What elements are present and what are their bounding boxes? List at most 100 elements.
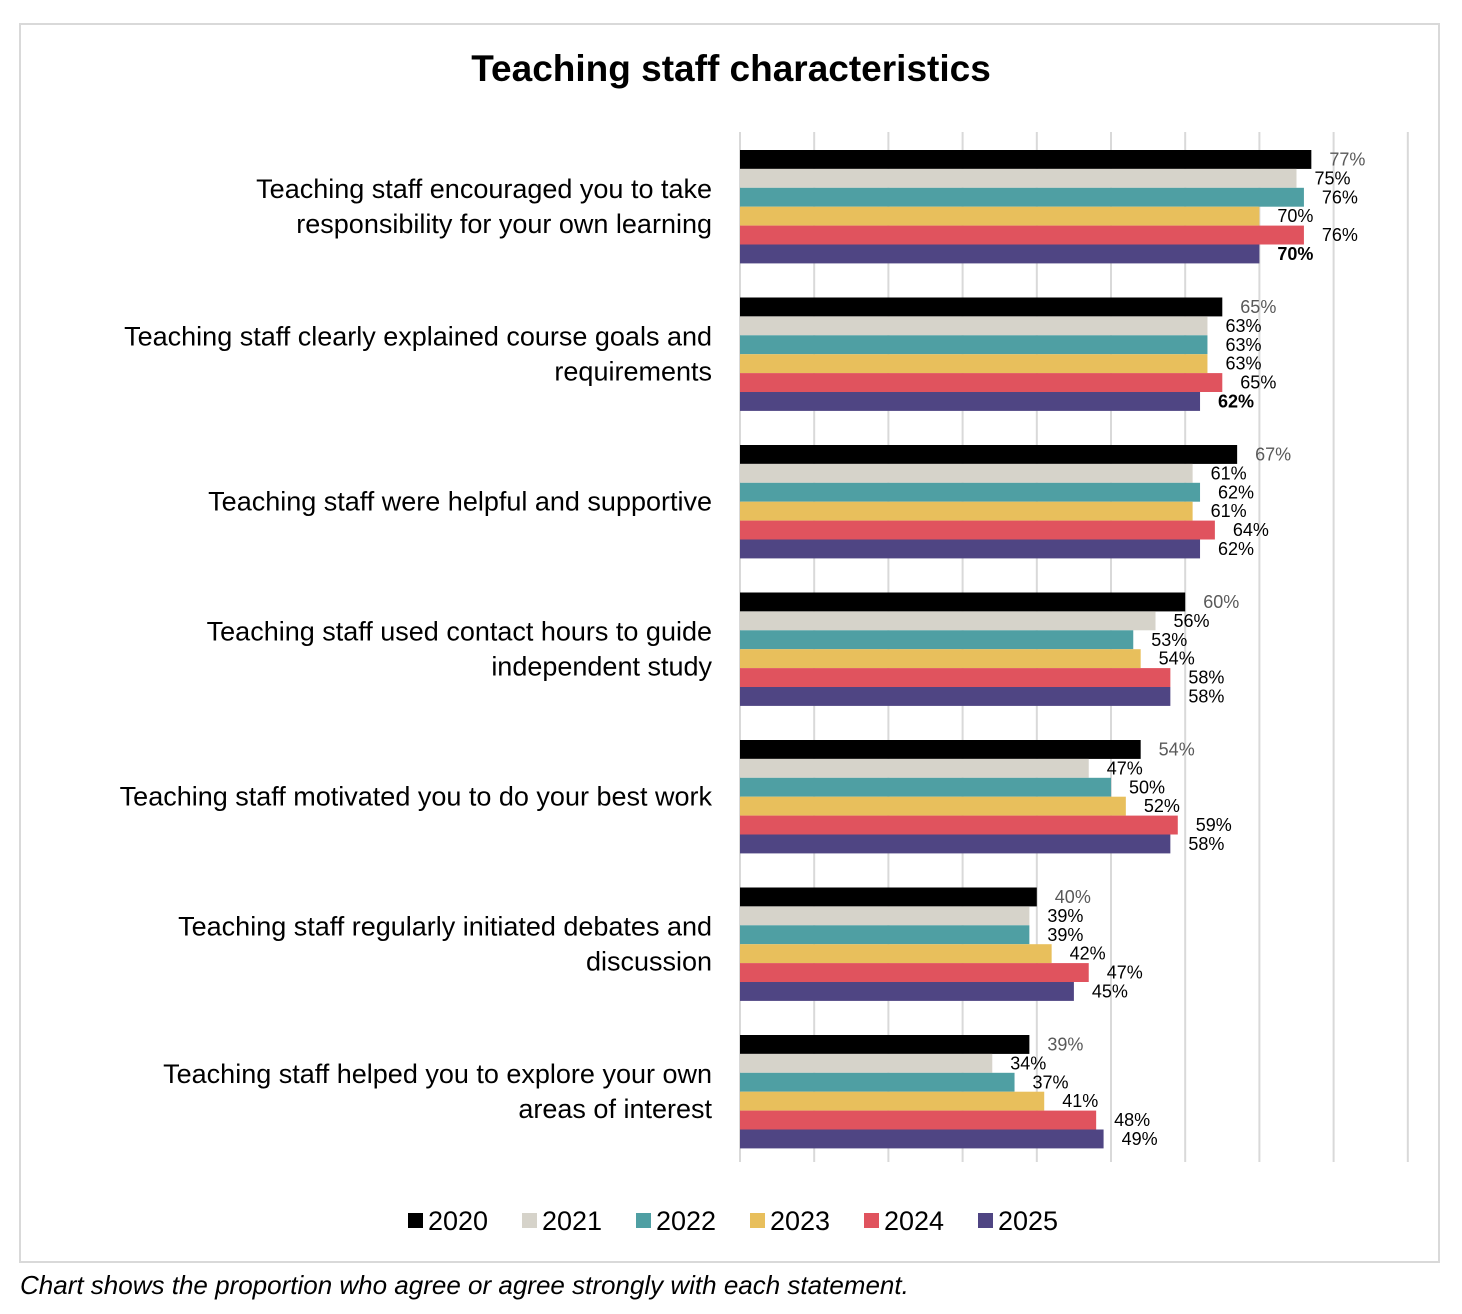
data-label: 70%: [1277, 206, 1313, 226]
bar-2023-6: [740, 944, 1052, 964]
bar-2023-7: [740, 1091, 1045, 1111]
data-label: 65%: [1240, 373, 1276, 393]
category-label: Teaching staff regularly initiated debat…: [178, 912, 712, 942]
data-label: 63%: [1225, 316, 1261, 336]
bar-2023-3: [740, 501, 1193, 521]
legend-label-2020: 2020: [428, 1206, 488, 1236]
bar-2021-2: [740, 316, 1208, 336]
bar-2025-7: [740, 1129, 1104, 1149]
legend: 2020 2021 2022 2023 2024 2025: [408, 1206, 1058, 1236]
legend-swatch-2023: [750, 1213, 765, 1228]
legend-swatch-2020: [408, 1213, 423, 1228]
data-labels: 77%75%76%70%76%70%65%63%63%63%65%62%67%6…: [1010, 149, 1365, 1148]
category-label: discussion: [586, 947, 712, 977]
data-label: 63%: [1225, 335, 1261, 355]
bar-2025-4: [740, 687, 1171, 706]
bar-2020-2: [740, 297, 1223, 317]
data-label: 76%: [1322, 225, 1358, 245]
bar-2022-2: [740, 335, 1208, 355]
bar-2023-1: [740, 206, 1260, 226]
bar-2020-1: [740, 150, 1312, 169]
data-label: 56%: [1174, 611, 1210, 631]
bar-2020-4: [740, 592, 1186, 612]
category-label: requirements: [554, 357, 712, 387]
bar-2020-3: [740, 445, 1238, 464]
bar-2024-2: [740, 373, 1223, 392]
category-label: Teaching staff used contact hours to gui…: [207, 617, 712, 647]
bar-2020-5: [740, 740, 1141, 759]
bar-2023-4: [740, 649, 1141, 669]
bars: [740, 150, 1312, 1149]
bar-2023-2: [740, 354, 1208, 374]
data-label: 47%: [1107, 963, 1143, 983]
legend-swatch-2025: [978, 1213, 993, 1228]
data-label: 75%: [1315, 168, 1351, 188]
data-label: 70%: [1277, 244, 1313, 264]
bar-2024-1: [740, 225, 1304, 245]
bar-2025-3: [740, 539, 1201, 559]
legend-label-2024: 2024: [884, 1206, 944, 1236]
chart-frame: [19, 23, 1440, 1263]
data-label: 39%: [1047, 906, 1083, 926]
data-label: 54%: [1159, 739, 1195, 759]
data-label: 58%: [1188, 686, 1224, 706]
footnote: Chart shows the proportion who agree or …: [20, 1270, 909, 1300]
bar-2024-4: [740, 668, 1171, 687]
data-label: 62%: [1218, 391, 1254, 411]
data-label: 67%: [1255, 444, 1291, 464]
bar-2020-6: [740, 887, 1037, 907]
bar-2021-6: [740, 906, 1030, 926]
bar-2021-3: [740, 463, 1193, 483]
legend-swatch-2021: [522, 1213, 537, 1228]
data-label: 58%: [1188, 668, 1224, 688]
data-label: 45%: [1092, 981, 1128, 1001]
data-label: 61%: [1211, 501, 1247, 521]
bar-2022-3: [740, 482, 1201, 502]
bar-2024-3: [740, 520, 1215, 540]
bar-2021-7: [740, 1053, 993, 1073]
data-label: 62%: [1218, 482, 1254, 502]
data-label: 34%: [1010, 1053, 1046, 1073]
data-label: 58%: [1188, 834, 1224, 854]
data-label: 62%: [1218, 539, 1254, 559]
data-label: 64%: [1233, 520, 1269, 540]
legend-label-2022: 2022: [656, 1206, 716, 1236]
legend-swatch-2024: [864, 1213, 879, 1228]
bar-2021-1: [740, 168, 1297, 188]
bar-2024-6: [740, 963, 1089, 982]
data-label: 52%: [1144, 796, 1180, 816]
bar-2022-1: [740, 187, 1304, 207]
data-label: 65%: [1240, 297, 1276, 317]
data-label: 76%: [1322, 187, 1358, 207]
data-label: 48%: [1114, 1110, 1150, 1130]
bar-2025-2: [740, 392, 1201, 411]
data-label: 50%: [1129, 777, 1165, 797]
data-label: 42%: [1070, 944, 1106, 964]
bar-2025-1: [740, 244, 1260, 264]
bar-2021-5: [740, 758, 1089, 778]
data-label: 77%: [1329, 149, 1365, 169]
legend-label-2025: 2025: [998, 1206, 1058, 1236]
category-label: responsibility for your own learning: [296, 209, 712, 239]
data-label: 39%: [1047, 925, 1083, 945]
data-label: 41%: [1062, 1091, 1098, 1111]
data-label: 60%: [1203, 592, 1239, 612]
legend-label-2023: 2023: [770, 1206, 830, 1236]
bar-2020-7: [740, 1035, 1030, 1054]
data-label: 37%: [1033, 1072, 1069, 1092]
data-label: 54%: [1159, 649, 1195, 669]
bar-2022-5: [740, 777, 1111, 797]
legend-label-2021: 2021: [542, 1206, 602, 1236]
data-label: 61%: [1211, 463, 1247, 483]
data-label: 39%: [1047, 1034, 1083, 1054]
bar-2025-6: [740, 982, 1074, 1001]
data-label: 53%: [1151, 630, 1187, 650]
bar-2021-4: [740, 611, 1156, 631]
category-label: Teaching staff encouraged you to take: [256, 174, 712, 204]
data-label: 47%: [1107, 758, 1143, 778]
category-label: Teaching staff were helpful and supporti…: [208, 487, 712, 517]
category-label: independent study: [491, 652, 712, 682]
data-label: 49%: [1122, 1129, 1158, 1149]
category-label: Teaching staff motivated you to do your …: [120, 782, 713, 812]
